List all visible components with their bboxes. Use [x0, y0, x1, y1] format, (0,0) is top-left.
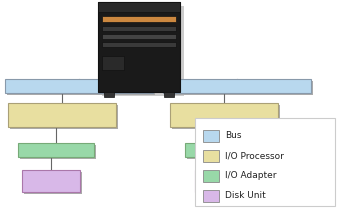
- Bar: [163, 79, 311, 93]
- Bar: [22, 170, 80, 192]
- Bar: [170, 103, 278, 127]
- Bar: [102, 6, 184, 96]
- Text: I/O Processor: I/O Processor: [225, 151, 284, 161]
- Bar: [102, 16, 176, 22]
- Bar: [7, 81, 155, 95]
- Text: Disk Unit: Disk Unit: [225, 191, 266, 200]
- Bar: [24, 172, 82, 194]
- Bar: [8, 103, 116, 127]
- Bar: [98, 2, 180, 92]
- Bar: [102, 34, 176, 39]
- Bar: [165, 81, 313, 95]
- Bar: [195, 170, 253, 192]
- Bar: [5, 79, 153, 93]
- Bar: [18, 143, 94, 157]
- Bar: [164, 92, 174, 97]
- Bar: [203, 190, 219, 202]
- Bar: [195, 118, 335, 206]
- Bar: [172, 105, 280, 129]
- Bar: [197, 172, 255, 194]
- Text: I/O Adapter: I/O Adapter: [225, 171, 276, 180]
- Bar: [20, 145, 96, 159]
- Bar: [104, 92, 114, 97]
- Bar: [10, 105, 118, 129]
- Bar: [98, 2, 180, 12]
- Bar: [102, 56, 124, 70]
- Bar: [203, 150, 219, 162]
- Bar: [102, 26, 176, 31]
- Bar: [102, 42, 176, 47]
- Bar: [185, 143, 261, 157]
- Bar: [187, 145, 263, 159]
- Bar: [203, 130, 219, 142]
- Text: Bus: Bus: [225, 131, 241, 141]
- Bar: [203, 170, 219, 182]
